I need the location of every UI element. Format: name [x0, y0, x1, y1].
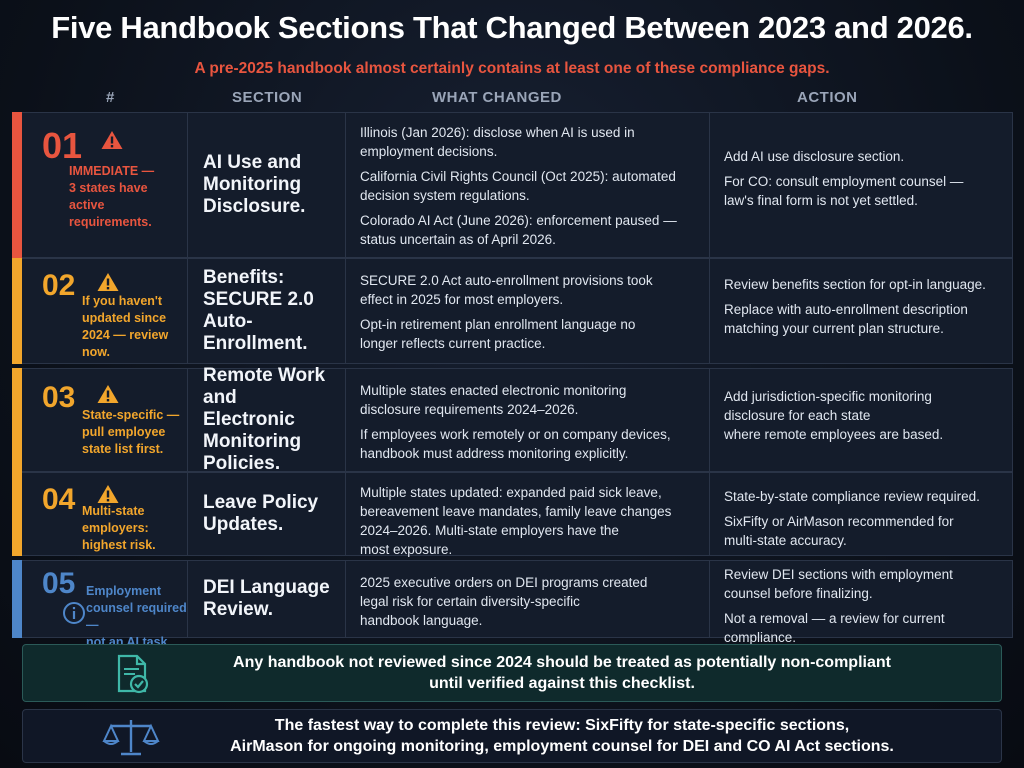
change-item: SECURE 2.0 Act auto-enrollment provision… [360, 273, 653, 307]
action-item: State-by-state compliance review require… [724, 489, 980, 504]
row-action-cell: Add jurisdiction-specific monitoring disc… [709, 369, 1013, 471]
action-text: State-by-state compliance review require… [724, 487, 1007, 556]
row-number: 03 [42, 381, 76, 414]
warning-icon [100, 129, 124, 156]
row-number: 02 [42, 269, 76, 302]
priority-bar [12, 472, 22, 556]
row-action-cell: Review benefits section for opt-in langu… [709, 259, 1013, 363]
table-row: 05 Employment counsel required — not an AI … [12, 560, 1013, 649]
action-item: Review benefits section for opt-in langu… [724, 277, 986, 292]
action-item: SixFifty or AirMason recommended for mult… [724, 514, 954, 548]
warning-icon [96, 483, 120, 510]
action-text: Add AI use disclosure section. For CO: co… [724, 147, 1007, 216]
change-item: Multiple states updated: expanded paid s… [360, 485, 672, 557]
row-section-cell: Leave Policy Updates. [187, 473, 345, 555]
row-section-cell: Benefits: SECURE 2.0 Auto-Enrollment. [187, 259, 345, 363]
row-what-changed-cell: Multiple states updated: expanded paid s… [345, 473, 709, 557]
what-changed-text: 2025 executive orders on DEI programs cr… [360, 573, 703, 636]
what-changed-text: SECURE 2.0 Act auto-enrollment provision… [360, 271, 703, 359]
row-number-cell: 01 IMMEDIATE —3 states have active requirem… [22, 113, 187, 257]
section-title: Leave Policy Updates. [203, 492, 319, 535]
row-action-cell: Add AI use disclosure section. For CO: co… [709, 113, 1013, 257]
header-num: # [106, 89, 115, 106]
table-header: # SECTION WHAT CHANGED ACTION [0, 89, 1024, 109]
scales-icon [102, 720, 160, 756]
section-title: Benefits: SECURE 2.0 Auto-Enrollment. [203, 267, 314, 354]
row-number-cell: 03 State-specific — pull employee state lis… [22, 369, 187, 471]
priority-bar [12, 368, 22, 472]
change-item: Opt-in retirement plan enrollment langua… [360, 317, 636, 351]
row-section-cell: Remote Work and Electronic Monitoring Polic… [187, 365, 345, 474]
table-row: 03 State-specific — pull employee state lis… [12, 365, 1013, 474]
change-item: If employees work remotely or on company… [360, 427, 671, 461]
change-item: California Civil Rights Council (Oct 202… [360, 169, 676, 203]
row-urgency-note: State-specific — pull employee state list … [82, 408, 180, 456]
action-item: For CO: consult employment counsel — law'… [724, 174, 964, 208]
change-item: 2025 executive orders on DEI programs cr… [360, 575, 648, 628]
row-what-changed-cell: Multiple states enacted electronic monit… [345, 369, 709, 471]
section-title: DEI Language Review. [203, 577, 330, 620]
header-section: SECTION [232, 89, 303, 106]
section-title: Remote Work and Electronic Monitoring Polic… [203, 365, 326, 474]
change-item: Illinois (Jan 2026): disclose when AI is… [360, 125, 635, 159]
document-check-icon [117, 654, 149, 694]
header-what-changed: WHAT CHANGED [432, 89, 562, 106]
what-changed-text: Multiple states enacted electronic monit… [360, 381, 703, 469]
row-urgency-note: Employment counsel required — not an AI ta… [86, 584, 187, 649]
row-section-cell: AI Use and Monitoring Disclosure. [187, 113, 345, 257]
row-number: 01 [42, 125, 83, 166]
priority-bar [12, 258, 22, 364]
change-item: Colorado AI Act (June 2026): enforcement… [360, 213, 677, 247]
callout-fastest-way-text: The fastest way to complete this review:… [230, 717, 894, 755]
action-text: Review DEI sections with employment couns… [724, 565, 1007, 653]
row-number: 05 [42, 567, 76, 600]
action-item: Review DEI sections with employment couns… [724, 567, 953, 601]
header-action: ACTION [797, 89, 858, 106]
row-urgency-note: IMMEDIATE —3 states have active requiremen… [69, 164, 155, 229]
row-what-changed-cell: Illinois (Jan 2026): disclose when AI is… [345, 113, 709, 257]
section-title: AI Use and Monitoring Disclosure. [203, 152, 306, 217]
row-number-cell: 05 Employment counsel required — not an AI … [22, 561, 187, 649]
action-text: Review benefits section for opt-in langu… [724, 275, 1007, 344]
row-urgency-note: Multi-state employers: highest risk. [82, 504, 156, 552]
action-item: Replace with auto-enrollment description… [724, 302, 968, 336]
action-item: Not a removal — a review for current comp… [724, 611, 945, 645]
row-number-cell: 04 Multi-state employers: highest risk. [22, 473, 187, 555]
warning-icon [96, 271, 120, 298]
row-section-cell: DEI Language Review. [187, 561, 345, 637]
row-action-cell: Review DEI sections with employment couns… [709, 561, 1013, 645]
row-number-cell: 02 If you haven't updated since 2024 — revi… [22, 259, 187, 363]
row-action-cell: State-by-state compliance review require… [709, 473, 1013, 555]
callout-non-compliant-text: Any handbook not reviewed since 2024 sho… [233, 654, 891, 692]
row-what-changed-cell: SECURE 2.0 Act auto-enrollment provision… [345, 259, 709, 363]
page-title: Five Handbook Sections That Changed Betw… [51, 10, 973, 45]
row-number: 04 [42, 483, 76, 516]
what-changed-text: Multiple states updated: expanded paid s… [360, 483, 703, 565]
row-what-changed-cell: 2025 executive orders on DEI programs cr… [345, 561, 709, 637]
callout-non-compliant: Any handbook not reviewed since 2024 sho… [22, 644, 1002, 702]
table-row: 02 If you haven't updated since 2024 — revi… [12, 258, 1013, 364]
info-icon [62, 601, 86, 630]
action-text: Add jurisdiction-specific monitoring disc… [724, 387, 1007, 450]
warning-icon [96, 383, 120, 410]
priority-bar [12, 112, 22, 258]
change-item: Multiple states enacted electronic monit… [360, 383, 627, 417]
table-row: 01 IMMEDIATE —3 states have active requirem… [12, 112, 1013, 258]
table-row: 04 Multi-state employers: highest risk. Leav… [12, 472, 1013, 557]
row-urgency-note: If you haven't updated since 2024 — review… [82, 294, 169, 359]
callout-fastest-way: The fastest way to complete this review:… [22, 709, 1002, 763]
action-item: Add AI use disclosure section. [724, 149, 905, 164]
priority-bar [12, 560, 22, 638]
action-item: Add jurisdiction-specific monitoring disc… [724, 389, 944, 442]
what-changed-text: Illinois (Jan 2026): disclose when AI is… [360, 123, 703, 255]
page-subtitle: A pre-2025 handbook almost certainly con… [194, 60, 830, 77]
